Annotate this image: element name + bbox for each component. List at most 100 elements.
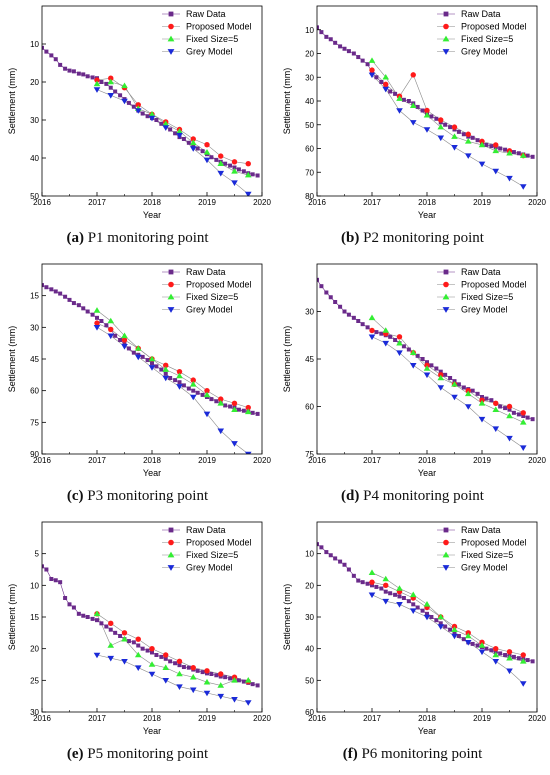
data-point [379, 586, 384, 591]
series-line [96, 89, 249, 195]
data-point [475, 138, 480, 143]
data-point [429, 615, 434, 619]
data-point [231, 180, 238, 186]
legend-label: Fixed Size=5 [186, 550, 238, 560]
data-point [81, 306, 86, 311]
data-point [209, 397, 214, 402]
data-point [93, 80, 101, 87]
data-point [176, 128, 183, 134]
data-point [451, 626, 458, 632]
x-tick-label: 2018 [418, 714, 436, 723]
caption-p6: (f) P6 monitoring point [275, 746, 550, 763]
legend: Raw Data Proposed Model Fixed Size=5 Grey M… [437, 525, 527, 573]
legend-label: Raw Data [186, 9, 226, 19]
data-point [382, 327, 390, 333]
data-point [145, 648, 150, 653]
data-point [448, 627, 453, 632]
data-point [382, 598, 390, 605]
data-point [452, 630, 457, 635]
data-point [319, 30, 324, 35]
data-point [461, 132, 466, 137]
data-point [135, 102, 141, 108]
legend-marker [168, 527, 174, 533]
data-point [121, 635, 128, 642]
data-point [131, 640, 136, 645]
data-point [67, 602, 72, 607]
y-tick-label: 75 [305, 450, 314, 459]
data-point [368, 569, 376, 575]
data-point [126, 346, 131, 351]
x-tick-label: 2018 [143, 198, 161, 207]
data-point [464, 390, 472, 397]
data-point [493, 142, 499, 148]
data-point [409, 349, 417, 355]
data-point [189, 139, 197, 146]
data-point [71, 301, 76, 306]
data-point [369, 67, 375, 73]
data-point [104, 624, 109, 629]
data-point [393, 338, 398, 342]
data-point [118, 338, 123, 342]
data-point [506, 649, 513, 655]
chart-panel-p3: 2016 2017 2018 2019 2020 15 30 45 60 75 90 Year Sett… [0, 258, 275, 516]
data-point [154, 364, 159, 369]
data-point [317, 542, 319, 547]
data-point [173, 378, 178, 383]
data-point [203, 690, 211, 697]
data-point [93, 652, 101, 659]
data-point [437, 123, 445, 130]
data-point [464, 632, 472, 639]
data-point [176, 132, 183, 139]
data-point [190, 377, 196, 383]
x-tick-label: 2016 [33, 456, 51, 465]
x-tick-label: 2017 [363, 198, 381, 207]
data-point [420, 608, 425, 613]
data-point [231, 400, 238, 407]
y-axis-label: Settlement (mm) [282, 584, 292, 651]
data-point [368, 592, 376, 599]
chart-p4: 2016 2017 2018 2019 2020 30 45 60 75 Year Settleme… [282, 263, 546, 478]
data-point [231, 677, 238, 683]
data-point [520, 652, 526, 658]
data-point [333, 40, 338, 45]
data-point [489, 398, 494, 403]
data-point [176, 368, 183, 375]
data-point [214, 673, 219, 678]
series-line [371, 336, 524, 448]
legend-marker [168, 539, 174, 546]
data-point [360, 322, 365, 327]
y-tick-label: 60 [305, 145, 314, 154]
legend-marker [442, 35, 450, 42]
data-point [90, 75, 95, 80]
data-point [492, 659, 500, 665]
legend-label: Proposed Model [461, 538, 527, 548]
legend-label: Raw Data [186, 525, 226, 535]
legend-marker [442, 293, 450, 300]
data-point [134, 651, 142, 658]
data-point [107, 642, 115, 648]
data-point [401, 344, 406, 349]
data-point [478, 161, 486, 168]
data-point [396, 95, 403, 101]
data-point [369, 579, 375, 585]
data-point [525, 658, 530, 663]
data-point [107, 655, 115, 662]
data-point [176, 372, 183, 379]
data-point [383, 589, 388, 594]
data-point [511, 654, 516, 659]
data-point [203, 678, 211, 685]
data-point [368, 314, 376, 321]
data-point [489, 648, 494, 653]
data-point [383, 81, 389, 88]
x-axis-label: Year [418, 210, 436, 220]
x-tick-label: 2018 [418, 456, 436, 465]
caption-letter: (d) [341, 488, 360, 504]
data-point [506, 149, 513, 156]
plot-area [42, 564, 260, 706]
data-point [255, 411, 260, 416]
data-point [107, 317, 115, 324]
caption-letter: (a) [66, 230, 84, 246]
data-point [451, 133, 458, 139]
data-point [140, 354, 145, 359]
data-point [42, 564, 44, 569]
